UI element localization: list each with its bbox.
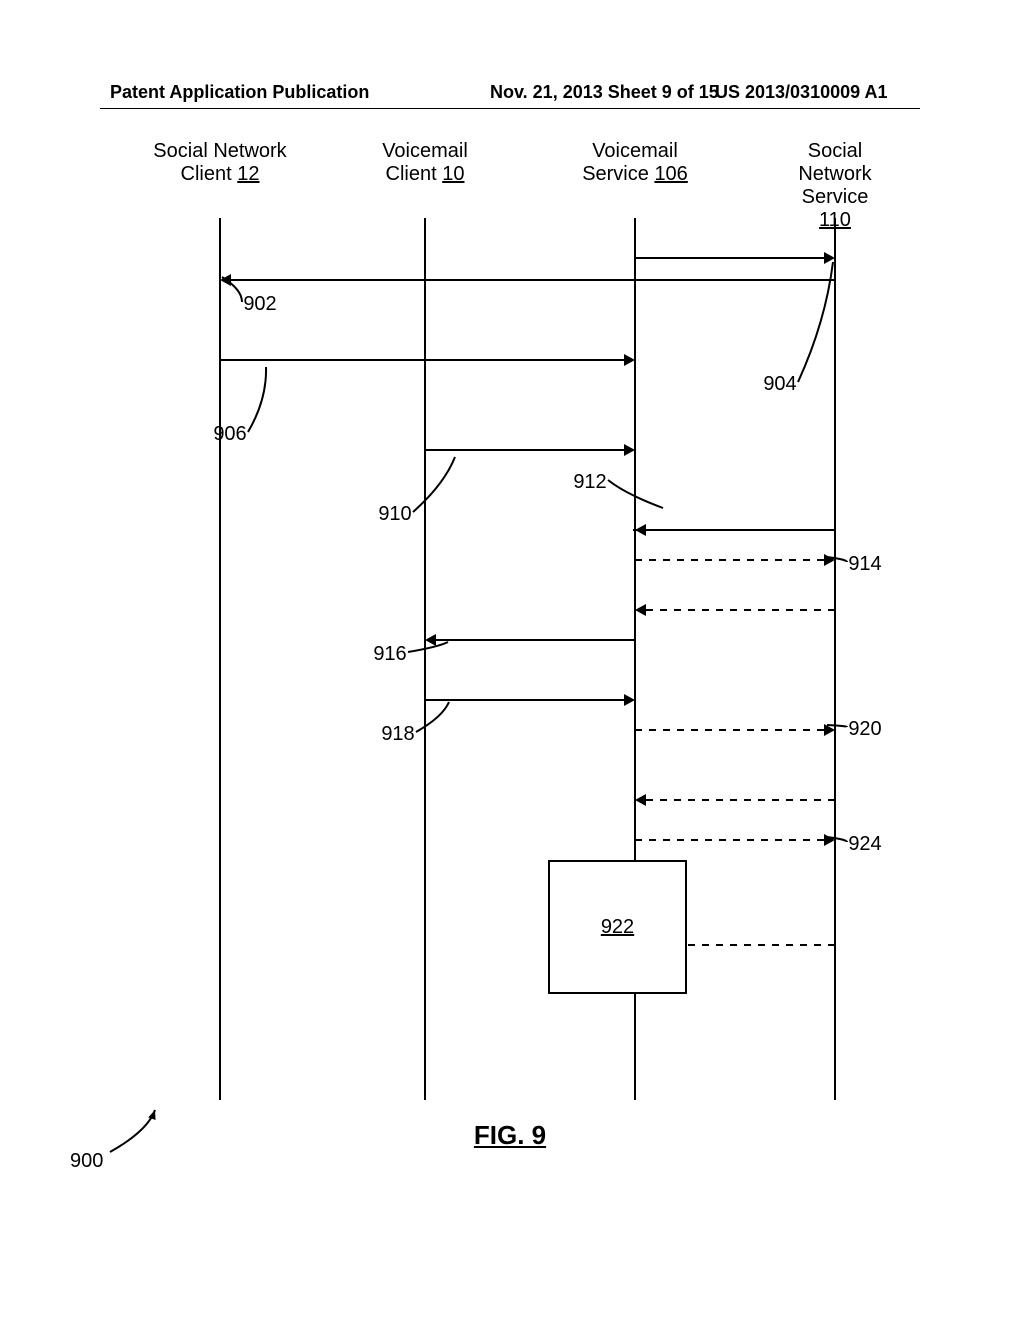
- svg-text:920: 920: [848, 718, 881, 740]
- lifeline-label-vmc: Voicemail Client 10: [382, 140, 468, 186]
- lifeline-title2: Service: [582, 163, 654, 185]
- sequence-diagram: Social Network Client 12 Voicemail Clien…: [90, 140, 920, 1190]
- page: Patent Application Publication Nov. 21, …: [0, 0, 1024, 1320]
- svg-text:906: 906: [213, 423, 246, 445]
- svg-text:902: 902: [243, 293, 276, 315]
- ref-900: 900: [70, 1150, 103, 1173]
- lifeline-label-sns: Social Network Service 110: [793, 140, 878, 232]
- sequence-svg: 902 904 906 910 912 914 916 918 920 924: [90, 140, 920, 1190]
- lifeline-title2: Client: [181, 163, 238, 185]
- lifeline-label-vms: Voicemail Service 106: [582, 140, 688, 186]
- header-center: Nov. 21, 2013 Sheet 9 of 15: [490, 82, 719, 103]
- svg-text:914: 914: [848, 553, 881, 575]
- lifeline-ref: 12: [237, 163, 259, 185]
- figure-label: FIG. 9: [474, 1120, 546, 1151]
- svg-text:924: 924: [848, 833, 881, 855]
- lifeline-label-snc: Social Network Client 12: [153, 140, 286, 186]
- lifeline-title1: Voicemail: [382, 140, 468, 162]
- svg-text:910: 910: [378, 503, 411, 525]
- svg-text:918: 918: [381, 723, 414, 745]
- svg-text:916: 916: [373, 643, 406, 665]
- lifeline-ref: 110: [819, 209, 851, 231]
- lifeline-title1: Social Network: [798, 140, 871, 185]
- header-right: US 2013/0310009 A1: [715, 82, 887, 103]
- svg-text:912: 912: [573, 471, 606, 493]
- header-left: Patent Application Publication: [110, 82, 369, 103]
- box-922: 922: [548, 860, 687, 994]
- lifeline-title2: Service: [802, 186, 869, 208]
- lifeline-ref: 10: [442, 163, 464, 185]
- header-rule: [100, 108, 920, 109]
- box-922-label: 922: [601, 916, 634, 939]
- svg-text:904: 904: [763, 373, 796, 395]
- lifeline-title1: Voicemail: [592, 140, 678, 162]
- lifeline-ref: 106: [654, 163, 687, 185]
- lifeline-title1: Social Network: [153, 140, 286, 162]
- lifeline-title2: Client: [386, 163, 443, 185]
